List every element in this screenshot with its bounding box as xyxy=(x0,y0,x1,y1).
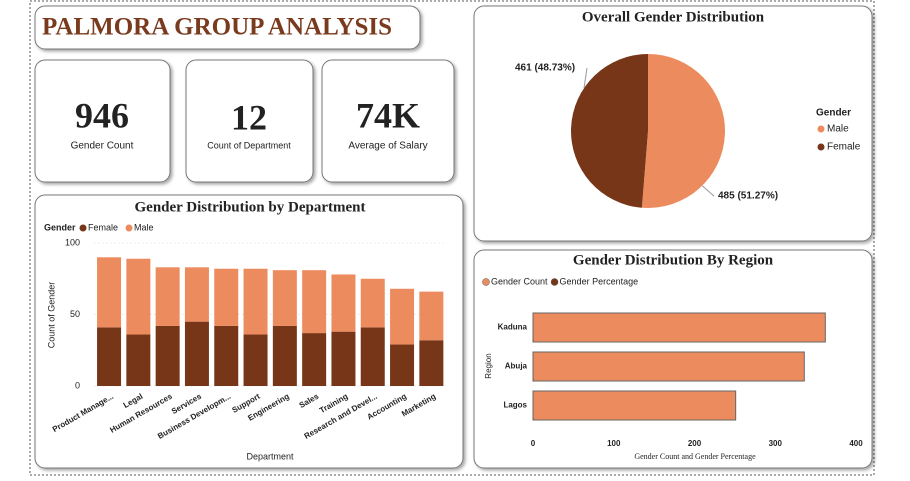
bar xyxy=(532,312,826,343)
y-tick-label: 100 xyxy=(65,237,80,247)
bar-segment xyxy=(272,325,297,386)
leader-line xyxy=(583,67,588,89)
legend-title: Gender xyxy=(816,108,851,119)
bar-segment xyxy=(302,270,327,334)
canvas-border xyxy=(29,0,875,476)
bar-segment xyxy=(243,334,268,386)
data-label: 461 (48.73%) xyxy=(515,63,575,74)
legend-marker xyxy=(817,143,825,151)
data-label: 485 (51.27%) xyxy=(718,191,778,202)
bar-segment xyxy=(390,288,415,345)
bar-segment xyxy=(155,325,180,386)
bar xyxy=(532,351,805,382)
bar-segment xyxy=(360,327,385,386)
bar-segment xyxy=(302,333,327,386)
x-tick-label: 400 xyxy=(849,439,863,448)
chart-title: Overall Gender Distribution xyxy=(582,9,765,25)
bar-segment xyxy=(243,268,268,335)
y-tick-label: Lagos xyxy=(503,401,527,410)
y-tick-label: Abuja xyxy=(505,362,528,371)
bar-segment xyxy=(419,291,444,341)
y-axis-label: Region xyxy=(484,353,493,378)
chart-title: Gender Distribution by Department xyxy=(135,199,366,215)
legend-label: Female xyxy=(88,222,118,232)
pie-slice xyxy=(641,54,726,208)
bar xyxy=(532,390,737,421)
x-axis-label: Department xyxy=(246,451,294,461)
bar-segment xyxy=(214,268,239,326)
legend-marker xyxy=(79,224,87,232)
leader-line xyxy=(701,185,715,197)
kpi-card xyxy=(185,59,314,183)
bar-segment xyxy=(360,278,385,328)
legend-label: Gender Percentage xyxy=(560,276,639,286)
kpi-card xyxy=(34,59,171,183)
kpi-value: 946 xyxy=(75,95,129,135)
title-panel xyxy=(34,5,421,50)
legend-label: Female xyxy=(827,142,861,153)
bar-segment xyxy=(97,257,122,328)
x-tick-label: 0 xyxy=(531,439,536,448)
legend-marker xyxy=(125,224,133,232)
legend-marker xyxy=(817,125,825,133)
bar-segment xyxy=(184,321,209,386)
bar-segment xyxy=(184,267,209,322)
chart-title: Gender Distribution By Region xyxy=(573,252,774,268)
bar-segment xyxy=(331,331,356,386)
legend-marker xyxy=(550,278,559,286)
y-axis-label: Count of Gender xyxy=(46,282,56,349)
kpi-value: 12 xyxy=(231,97,267,137)
bar-segment xyxy=(155,267,180,326)
legend-label: Gender Count xyxy=(491,276,548,286)
x-axis-label: Gender Count and Gender Percentage xyxy=(634,452,756,461)
kpi-value: 74K xyxy=(356,95,420,135)
legend-marker xyxy=(482,278,490,286)
kpi-label: Average of Salary xyxy=(348,141,427,152)
x-tick-label: 200 xyxy=(688,439,702,448)
bar-segment xyxy=(126,258,151,335)
y-tick-label: 50 xyxy=(70,309,80,319)
legend-label: Male xyxy=(827,124,849,135)
bar-segment xyxy=(390,344,415,386)
bar-segment xyxy=(126,334,151,386)
bar-segment xyxy=(272,270,297,326)
bar-segment xyxy=(97,327,122,386)
kpi-label: Count of Department xyxy=(207,140,291,150)
y-tick-label: 0 xyxy=(75,380,80,390)
kpi-card xyxy=(321,59,455,183)
y-tick-label: Kaduna xyxy=(498,323,528,332)
dashboard-title: PALMORA GROUP ANALYSIS xyxy=(42,14,392,41)
bar-segment xyxy=(419,340,444,386)
x-tick-label: 100 xyxy=(607,439,621,448)
x-tick-label: 300 xyxy=(769,439,783,448)
legend-title: Gender xyxy=(44,222,76,232)
bar-segment xyxy=(331,274,356,332)
kpi-label: Gender Count xyxy=(71,141,134,152)
legend-label: Male xyxy=(134,222,154,232)
bar-segment xyxy=(214,325,239,386)
pie-slice xyxy=(571,54,648,208)
